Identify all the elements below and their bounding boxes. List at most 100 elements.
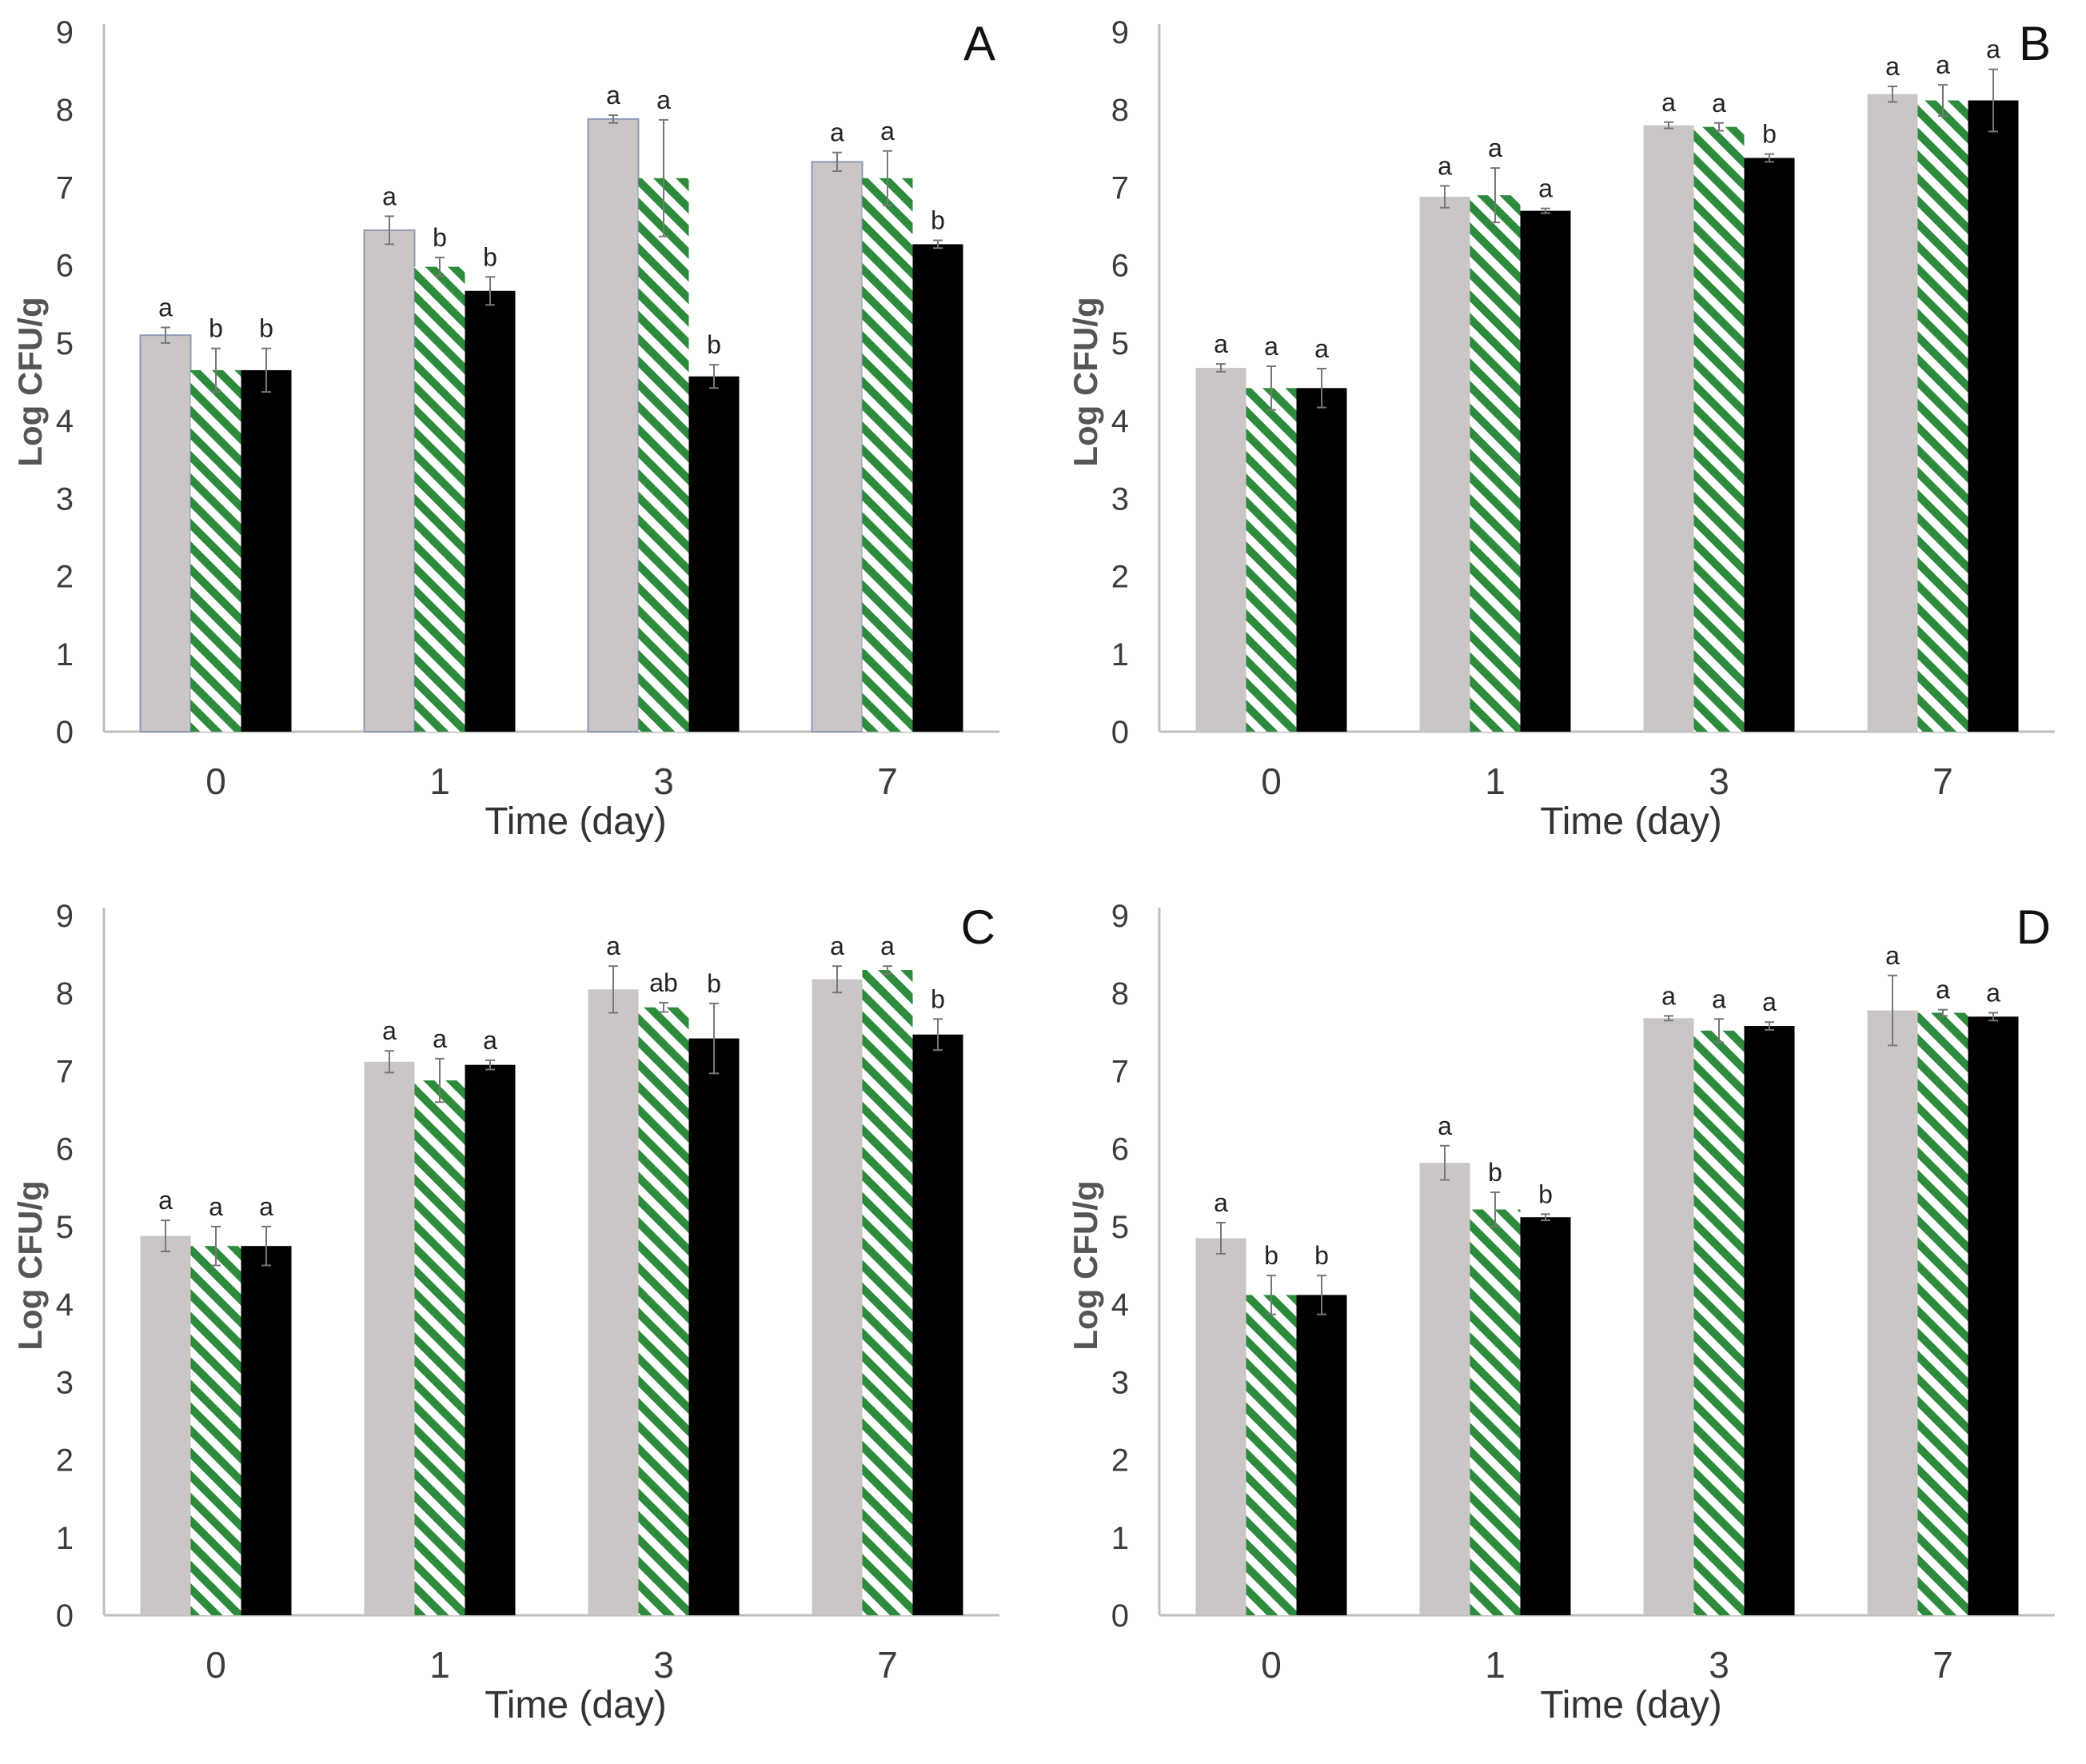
chart-svg: B 0 1 2 3 4 5 6 7 8 9 Log CFU/g a a a 0 a a a 1 a a b 3 a a a 7 Time… [1067, 15, 2055, 843]
error-bar [832, 151, 842, 173]
y-tick-label: 4 [56, 1287, 74, 1323]
y-tick-label: 1 [1111, 1521, 1129, 1556]
y-tick-label: 8 [1111, 976, 1129, 1012]
y-tick-label: 2 [1111, 560, 1129, 595]
error-bar [883, 965, 892, 975]
error-bar [1714, 122, 1724, 132]
x-tick-label: 0 [205, 1644, 226, 1686]
error-bar [261, 347, 271, 393]
panel-b: B 0 1 2 3 4 5 6 7 8 9 Log CFU/g a a a 0 a a a 1 a a b 3 a a a 7 Time… [1055, 0, 2079, 864]
significance-label: a [880, 932, 895, 960]
x-tick-label: 7 [877, 760, 898, 802]
significance-label: b [1762, 120, 1777, 149]
y-tick-label: 3 [56, 481, 74, 517]
significance-label: b [707, 969, 721, 998]
y-tick-label: 5 [56, 1210, 74, 1245]
error-bar [933, 239, 943, 249]
significance-label: a [1986, 35, 2000, 64]
bar [465, 1064, 516, 1615]
x-tick-label: 1 [1485, 1644, 1506, 1686]
bar [1195, 1238, 1246, 1615]
significance-label: a [382, 1016, 397, 1045]
significance-label: a [1314, 334, 1329, 363]
bar [1643, 125, 1694, 732]
y-tick-label: 9 [56, 899, 74, 934]
significance-label: b [931, 206, 945, 235]
error-bar [1714, 1018, 1724, 1044]
significance-label: a [606, 81, 620, 110]
y-tick-label: 1 [1111, 637, 1129, 672]
significance-label: a [158, 1186, 173, 1215]
error-bar [435, 1057, 445, 1103]
error-bar [1216, 363, 1226, 373]
significance-label: b [1538, 1179, 1553, 1208]
error-bar [161, 326, 170, 344]
bar [414, 266, 465, 732]
y-tick-label: 4 [56, 404, 74, 439]
significance-label: b [931, 984, 945, 1013]
bar [1917, 100, 1968, 732]
x-axis-label: Time (day) [485, 800, 667, 843]
error-bar [211, 1225, 221, 1267]
significance-label: b [1488, 1158, 1502, 1187]
significance-label: a [1986, 979, 2000, 1008]
y-tick-label: 7 [1111, 1054, 1129, 1089]
significance-label: b [483, 242, 497, 271]
chart-svg: D 0 1 2 3 4 5 6 7 8 9 Log CFU/g a b b 0 a b b 1 a a a 3 a a a 7 Time… [1067, 899, 2055, 1726]
bar [862, 970, 913, 1615]
significance-label: a [382, 182, 397, 210]
y-axis-label: Log CFU/g [1067, 297, 1104, 466]
significance-label: a [1762, 988, 1777, 1016]
y-tick-label: 6 [56, 249, 74, 284]
panel-letter: A [963, 17, 995, 70]
bar [812, 979, 863, 1615]
error-bar [1988, 68, 1998, 133]
bar [241, 369, 292, 732]
error-bar [883, 150, 892, 206]
error-bar [211, 347, 221, 393]
bar [1470, 195, 1521, 732]
significance-label: b [707, 330, 721, 359]
error-bar [1440, 185, 1450, 209]
bar [688, 1038, 740, 1615]
significance-label: a [880, 117, 895, 146]
significance-label: a [1661, 981, 1676, 1010]
y-tick-label: 0 [56, 1598, 74, 1634]
bar [363, 229, 416, 732]
panel-letter: D [2016, 900, 2051, 954]
significance-label: b [1314, 1241, 1329, 1270]
significance-label: a [1488, 134, 1502, 162]
panel-letter: C [961, 900, 995, 954]
y-tick-label: 9 [1111, 899, 1129, 934]
significance-label: a [656, 86, 671, 114]
y-tick-label: 4 [1111, 404, 1129, 439]
bar [1968, 1016, 2019, 1615]
y-tick-label: 6 [1111, 249, 1129, 284]
error-bar [385, 215, 394, 245]
bar [1693, 126, 1745, 732]
x-tick-label: 0 [1261, 760, 1282, 802]
bar [1867, 94, 1918, 732]
error-bar [1938, 84, 1948, 117]
x-axis-label: Time (day) [1540, 1684, 1722, 1726]
error-bar [1664, 1015, 1673, 1022]
error-bar [485, 276, 495, 306]
error-bar [385, 1050, 394, 1074]
panel-d: D 0 1 2 3 4 5 6 7 8 9 Log CFU/g a b b 0 a b b 1 a a a 3 a a a 7 Time… [1055, 884, 2079, 1747]
x-tick-label: 0 [1261, 1644, 1282, 1686]
y-tick-label: 1 [56, 637, 74, 672]
x-tick-label: 3 [653, 1644, 674, 1686]
error-bar [435, 256, 445, 277]
y-tick-label: 8 [56, 93, 74, 128]
y-tick-label: 5 [1111, 326, 1129, 361]
error-bar [1765, 1021, 1774, 1031]
x-axis-label: Time (day) [1540, 800, 1722, 843]
bar [587, 118, 640, 732]
error-bar [709, 364, 719, 389]
x-tick-label: 3 [653, 760, 674, 802]
error-bar [1664, 121, 1673, 130]
error-bar [1317, 367, 1326, 409]
error-bar [709, 1002, 719, 1075]
error-bar [1266, 365, 1276, 411]
